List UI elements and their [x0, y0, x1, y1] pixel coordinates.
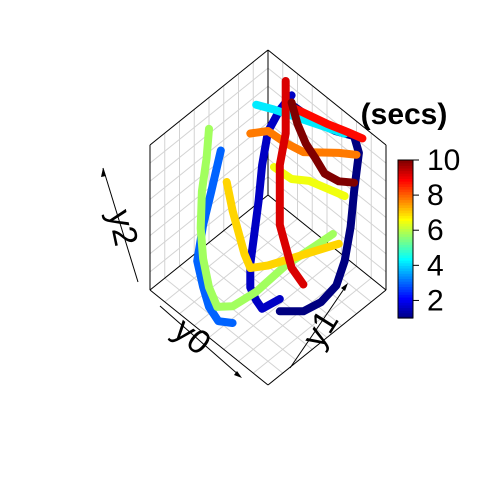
colorbar-segment [398, 260, 413, 264]
colorbar-tick-label: 2 [427, 284, 444, 317]
box-edge [149, 289, 269, 386]
grid-line [252, 277, 372, 374]
series-line-6 [269, 163, 349, 201]
colorbar-segment [398, 283, 413, 287]
colorbar-segment [398, 202, 413, 206]
colorbar-segment [398, 270, 413, 274]
colorbar-segment [398, 196, 413, 201]
colorbar-segment [398, 286, 413, 290]
colorbar-segment [398, 302, 413, 306]
grid-line [223, 253, 343, 350]
colorbar-frame [397, 159, 414, 319]
grid-line [208, 242, 328, 338]
colorbar-segment [398, 249, 413, 253]
colorbar-segment [398, 199, 413, 203]
series-line-9 [281, 100, 367, 143]
colorbar-segment [398, 220, 413, 224]
colorbar-segment [398, 246, 413, 251]
x-axis-arrowhead [234, 371, 242, 378]
colorbar-segment [398, 299, 413, 303]
series-line-8 [246, 127, 361, 159]
colorbar-segment [398, 241, 413, 245]
colorbar-segment [398, 312, 413, 316]
colorbar-segment [398, 231, 413, 235]
colorbar-segment [398, 294, 413, 298]
colorbar-tick-label: 4 [427, 249, 444, 282]
colorbar-segment [398, 186, 413, 190]
colorbar-tick-label: 10 [427, 144, 460, 177]
colorbar-segment [398, 165, 413, 169]
box-edge [267, 289, 387, 386]
z-axis-label: y2 [100, 206, 145, 249]
colorbar-segment [398, 215, 413, 219]
colorbar-segment [398, 181, 413, 185]
series-line-2 [246, 91, 296, 313]
colorbar-segment [398, 175, 413, 180]
y-axis-arrow [289, 285, 347, 369]
grid-line [149, 122, 269, 218]
colorbar-segment [398, 173, 413, 177]
colorbar-segment [398, 252, 413, 256]
colorbar-segment [398, 275, 413, 280]
colorbar-segment [398, 162, 413, 166]
box-edge [149, 49, 269, 146]
grid-line [149, 67, 269, 164]
colorbar-segment [398, 296, 413, 301]
colorbar-tick-label: 8 [427, 179, 444, 212]
series-line-11 [287, 98, 359, 187]
colorbar-segment [398, 167, 413, 172]
series-line-10 [275, 77, 308, 289]
x-axis-arrow [159, 305, 241, 377]
colorbar-segment [398, 278, 413, 282]
colorbar-segment [398, 257, 413, 261]
colorbar-segment [398, 236, 413, 240]
colorbar-segment [398, 239, 413, 243]
axis-arrows [101, 167, 348, 378]
colorbar-segment [398, 217, 413, 222]
colorbar-title: (secs) [361, 98, 448, 131]
colorbar-segment [398, 170, 413, 174]
colorbar-segment [398, 225, 413, 230]
colorbar-segment [398, 307, 413, 311]
colorbar [397, 159, 414, 319]
z-axis-arrow [102, 167, 139, 283]
colorbar-segment [398, 228, 413, 232]
colorbar-segment [398, 188, 413, 193]
colorbar-segment [398, 310, 413, 314]
series-layer [193, 77, 367, 327]
colorbar-segment [398, 244, 413, 248]
colorbar-segment [398, 289, 413, 293]
colorbar-segment [398, 265, 413, 269]
colorbar-segment [398, 267, 413, 272]
colorbar-tick-label: 6 [427, 214, 444, 247]
z-axis-arrowhead [101, 168, 106, 177]
colorbar-segment [398, 194, 413, 198]
colorbar-segment [398, 191, 413, 195]
colorbar-segment [398, 254, 413, 259]
series-line-7 [222, 178, 343, 272]
series-line-3 [193, 146, 237, 327]
colorbar-segment [398, 207, 413, 211]
box-edge [267, 49, 387, 146]
box-edge [149, 194, 269, 291]
colorbar-segment [398, 281, 413, 285]
colorbar-segment [398, 160, 413, 164]
colorbar-segment [398, 304, 413, 309]
colorbar-segment [398, 291, 413, 295]
colorbar-segment [398, 183, 413, 187]
colorbar-segment [398, 262, 413, 266]
colorbar-segment [398, 212, 413, 216]
colorbar-segment [398, 233, 413, 237]
colorbar-segment [398, 210, 413, 214]
y-axis-arrowhead [341, 283, 348, 291]
colorbar-segment [398, 178, 413, 182]
colorbar-segment [398, 204, 413, 208]
colorbar-segment [398, 223, 413, 227]
colorbar-segment [398, 273, 413, 277]
colorbar-segment [398, 315, 413, 319]
